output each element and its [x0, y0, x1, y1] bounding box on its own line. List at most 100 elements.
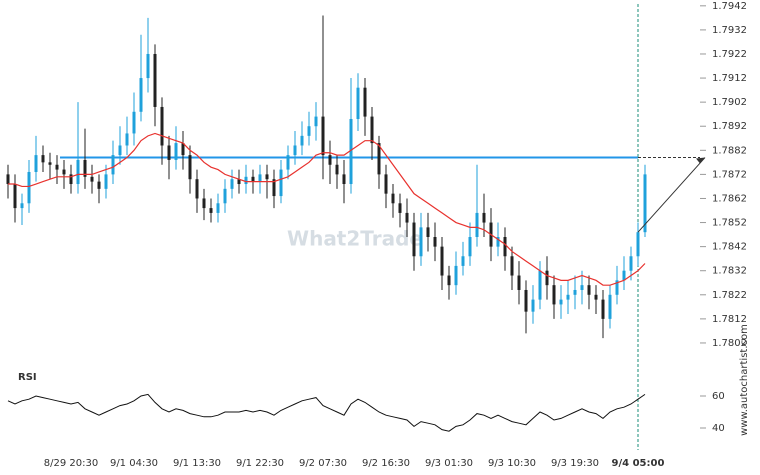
rsi-line: [7, 393, 646, 432]
source: www.autochartist.com: [739, 324, 750, 436]
candle-body: [426, 227, 430, 237]
y-tick-label: 1.7852: [712, 218, 747, 229]
y-tick-label: 1.7812: [712, 314, 747, 325]
candle-body: [601, 299, 605, 319]
candle-body: [13, 184, 17, 209]
candle-body: [349, 119, 353, 185]
candle-body: [447, 275, 451, 286]
candle-body: [377, 143, 381, 175]
candle-body: [545, 270, 549, 286]
candle-body: [433, 237, 437, 247]
candle-body: [461, 256, 465, 266]
y-tick-label: 1.7892: [712, 121, 747, 132]
candle-body: [160, 106, 164, 146]
candle-body: [384, 174, 388, 194]
y-tick-label: 1.7862: [712, 193, 747, 204]
candle-body: [230, 179, 234, 189]
x-tick-label: 9/4 05:00: [612, 458, 665, 469]
candle-body: [27, 171, 31, 204]
candle-body: [454, 265, 458, 286]
candle-body: [223, 188, 227, 204]
candle-body: [314, 116, 318, 127]
x-tick-label: 9/2 16:30: [362, 458, 410, 469]
candle-body: [615, 280, 619, 295]
y-tick-label: 40: [712, 423, 725, 434]
y-tick-label: 1.7822: [712, 290, 747, 301]
candle-body: [181, 143, 185, 156]
x-tick-label: 9/3 19:30: [551, 458, 599, 469]
watermark: What2Trade: [287, 227, 423, 251]
candle-body: [293, 145, 297, 156]
candle-body: [55, 164, 59, 170]
candle-body: [559, 299, 563, 305]
candle-body: [202, 198, 206, 209]
candle-body: [6, 174, 10, 185]
candle-body: [538, 270, 542, 300]
candle-body: [524, 289, 528, 312]
x-tick-label: 9/1 04:30: [110, 458, 158, 469]
candle-body: [153, 53, 157, 107]
candle-body: [41, 155, 45, 163]
candle-body: [496, 237, 500, 247]
candle-body: [272, 179, 276, 197]
candle-body: [321, 116, 325, 156]
y-tick-label: 1.7872: [712, 169, 747, 180]
candle-body: [552, 285, 556, 305]
candle-body: [629, 256, 633, 271]
candle-body: [279, 169, 283, 197]
candle-body: [111, 155, 115, 175]
candle-body: [342, 174, 346, 185]
candle-body: [300, 135, 304, 146]
candle-body: [139, 78, 143, 112]
candle-body: [286, 155, 290, 170]
candle-body: [104, 174, 108, 189]
candle-body: [608, 294, 612, 319]
candle-body: [90, 176, 94, 182]
candle-body: [391, 193, 395, 204]
candle-body: [335, 164, 339, 175]
candle-body: [573, 289, 577, 295]
candle-body: [622, 270, 626, 281]
candle-body: [510, 256, 514, 276]
candle-body: [370, 116, 374, 144]
candle-body: [503, 237, 507, 257]
candle-body: [146, 53, 150, 79]
candle-body: [132, 111, 136, 134]
y-tick-label: 1.7922: [712, 49, 747, 60]
candle-body: [328, 155, 332, 165]
candle-body: [405, 212, 409, 223]
candle-body: [244, 176, 248, 185]
y-tick-label: 1.7842: [712, 242, 747, 253]
candle-body: [398, 203, 402, 213]
candle-body: [48, 162, 52, 165]
x-tick-label: 9/1 22:30: [236, 458, 284, 469]
y-tick-label: 1.7802: [712, 338, 747, 349]
y-tick-label: 60: [712, 391, 725, 402]
candle-body: [209, 208, 213, 213]
candle-body: [174, 143, 178, 160]
candle-body: [76, 159, 80, 185]
candle-body: [636, 232, 640, 257]
candle-body: [531, 299, 535, 312]
candle-body: [237, 179, 241, 185]
y-tick-label: 1.7882: [712, 145, 747, 156]
candle-body: [265, 174, 269, 180]
y-tick-label: 1.7932: [712, 25, 747, 36]
candle-body: [517, 275, 521, 290]
y-tick-label: 1.7902: [712, 97, 747, 108]
arrow-head: [696, 157, 705, 164]
candle-body: [34, 155, 38, 172]
forecast-arrow: [637, 157, 706, 233]
y-tick-label: 1.7832: [712, 266, 747, 277]
x-tick-label: 9/2 07:30: [299, 458, 347, 469]
candle-body: [307, 126, 311, 136]
candle-body: [419, 227, 423, 257]
candle-body: [167, 145, 171, 160]
x-tick-label: 9/3 01:30: [425, 458, 473, 469]
x-tick-label: 9/1 13:30: [173, 458, 221, 469]
candle-body: [258, 174, 262, 182]
y-tick-label: 1.7912: [712, 73, 747, 84]
candle-body: [195, 179, 199, 199]
candle-body: [580, 285, 584, 290]
